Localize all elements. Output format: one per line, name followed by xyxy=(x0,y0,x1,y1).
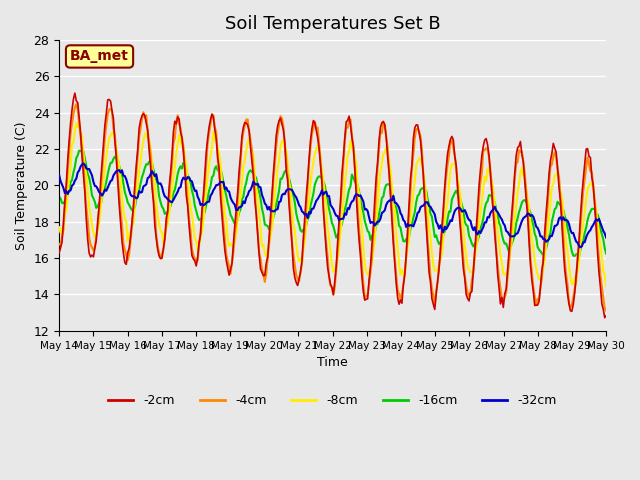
X-axis label: Time: Time xyxy=(317,356,348,369)
Text: BA_met: BA_met xyxy=(70,49,129,63)
Legend: -2cm, -4cm, -8cm, -16cm, -32cm: -2cm, -4cm, -8cm, -16cm, -32cm xyxy=(104,389,562,412)
Title: Soil Temperatures Set B: Soil Temperatures Set B xyxy=(225,15,440,33)
Y-axis label: Soil Temperature (C): Soil Temperature (C) xyxy=(15,121,28,250)
